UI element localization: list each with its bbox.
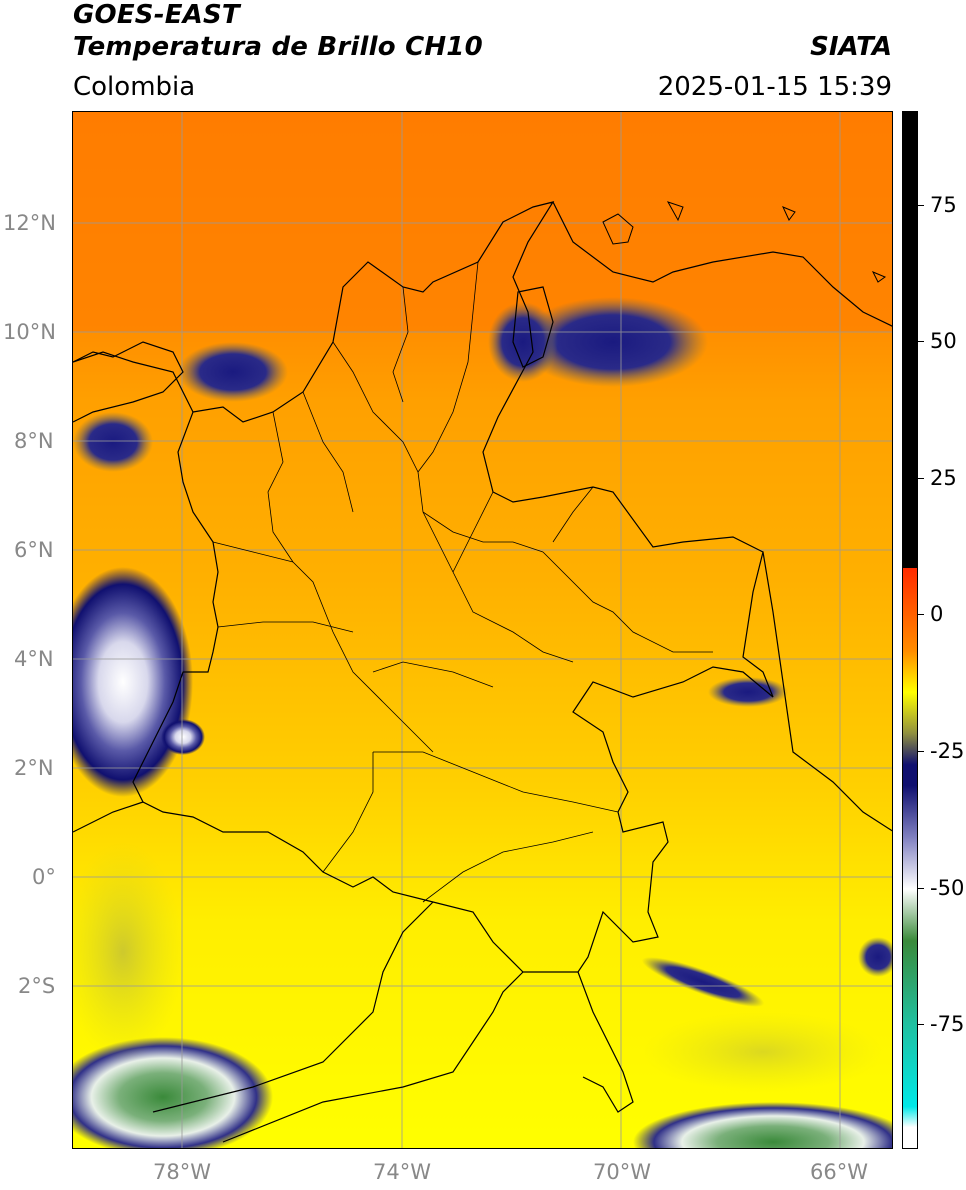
- lat-label-6n: 6°N: [14, 538, 54, 562]
- lat-label-10n: 10°N: [3, 320, 56, 344]
- temperature-field: [73, 112, 892, 1148]
- maracaibo-lake: [512, 286, 554, 368]
- colorbar-label-50: 50: [930, 329, 957, 353]
- lon-label-66w: 66°W: [810, 1160, 868, 1184]
- borders: [73, 201, 892, 1143]
- lon-label-70w: 70°W: [593, 1160, 651, 1184]
- cloud-cell: [488, 302, 558, 382]
- amazon-cloud-cluster-east: [633, 1102, 892, 1148]
- lat-label-8n: 8°N: [14, 429, 54, 453]
- colombia-border: [132, 201, 774, 973]
- department-borders: [212, 261, 713, 903]
- amazon-cloud-cluster: [73, 1037, 273, 1148]
- cloud-cell: [858, 937, 892, 977]
- lat-label-2s: 2°S: [18, 974, 56, 998]
- caribbean-warm-area: [73, 112, 892, 332]
- colorbar-label-0: 0: [930, 602, 944, 626]
- cloud-cell: [161, 719, 205, 755]
- colorbar-tick: [918, 341, 924, 342]
- datetime-label: 2025-01-15 15:39: [657, 72, 892, 102]
- southeast-cloud-deck: [643, 1012, 883, 1092]
- lon-label-74w: 74°W: [373, 1160, 431, 1184]
- panama-coastline: [73, 341, 184, 423]
- cloud-band: [641, 957, 765, 1007]
- satellite-title: GOES-EAST: [73, 0, 240, 30]
- southwest-cloud-deck: [73, 842, 183, 1062]
- colorbar-tick: [918, 888, 924, 889]
- lat-label-12n: 12°N: [3, 211, 56, 235]
- colorbar-label-minus25: -25: [930, 739, 965, 763]
- cloud-cell: [178, 342, 288, 402]
- catatumbo-cloud-cluster: [518, 297, 708, 387]
- lat-label-2n: 2°N: [14, 756, 54, 780]
- cloud-cell: [73, 412, 153, 472]
- brightness-temperature-map: [72, 111, 893, 1149]
- colorbar-tick: [918, 1024, 924, 1025]
- colorbar-label-75: 75: [930, 193, 957, 217]
- colorbar-tick: [918, 751, 924, 752]
- lat-label-4n: 4°N: [14, 647, 54, 671]
- colorbar-label-25: 25: [930, 466, 957, 490]
- temperature-colorbar: [902, 111, 918, 1149]
- colorbar-tick: [918, 614, 924, 615]
- island-coastlines: [602, 201, 887, 283]
- product-title: Temperatura de Brillo CH10: [73, 32, 483, 62]
- lon-label-78w: 78°W: [153, 1160, 211, 1184]
- colorbar-tick: [918, 205, 924, 206]
- cloud-systems: [73, 297, 892, 1148]
- map-canvas: [73, 112, 892, 1148]
- neighbor-borders: [73, 201, 892, 1143]
- colorbar-label-minus50: -50: [930, 876, 965, 900]
- colorbar-tick: [918, 478, 924, 479]
- region-label: Colombia: [73, 72, 196, 102]
- lat-label-0: 0°: [32, 865, 56, 889]
- cloud-cell: [708, 677, 788, 707]
- graticule: [73, 112, 892, 1148]
- colorbar-label-minus75: -75: [930, 1012, 965, 1036]
- source-label: SIATA: [810, 32, 892, 62]
